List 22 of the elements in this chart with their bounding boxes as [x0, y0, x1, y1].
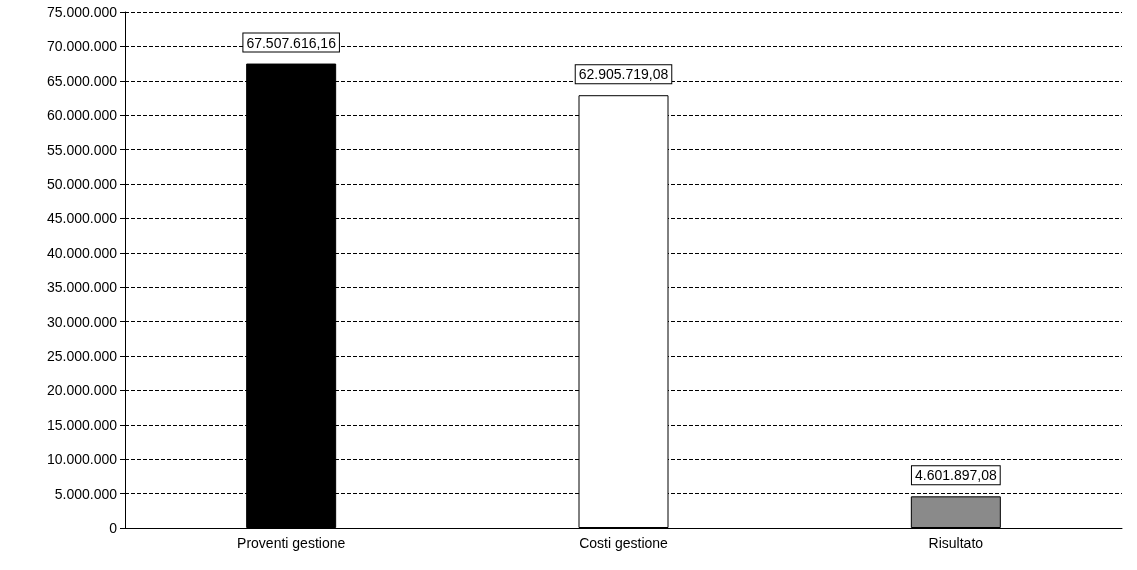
y-tick-label: 35.000.000: [46, 279, 118, 296]
y-tick-label: 55.000.000: [46, 141, 118, 158]
y-tick-label: 45.000.000: [46, 210, 118, 227]
data-label: 4.601.897,08: [914, 467, 997, 484]
y-tick-label: 5.000.000: [54, 485, 118, 502]
data-label: 67.507.616,16: [246, 34, 337, 51]
y-tick-label: 50.000.000: [46, 176, 118, 192]
y-tick-label: 60.000.000: [46, 107, 118, 124]
y-tick-label: 30.000.000: [46, 313, 118, 330]
y-tick-label: 75.000.000: [46, 4, 118, 20]
y-tick-label: 10.000.000: [46, 451, 118, 468]
y-tick-label: 25.000.000: [46, 348, 118, 364]
data-label: 62.905.719,08: [578, 66, 669, 83]
y-tick-label: 70.000.000: [46, 38, 118, 55]
y-tick-label: 40.000.000: [46, 244, 118, 261]
y-tick-label: 20.000.000: [46, 382, 118, 399]
x-tick-label: Risultato: [928, 535, 984, 551]
x-tick-label: Costi gestione: [579, 535, 669, 551]
y-tick-label: 15.000.000: [46, 416, 118, 433]
x-tick-label: Proventi gestione: [237, 535, 346, 551]
y-tick-label: 0: [109, 520, 118, 536]
y-tick-label: 65.000.000: [46, 72, 118, 89]
